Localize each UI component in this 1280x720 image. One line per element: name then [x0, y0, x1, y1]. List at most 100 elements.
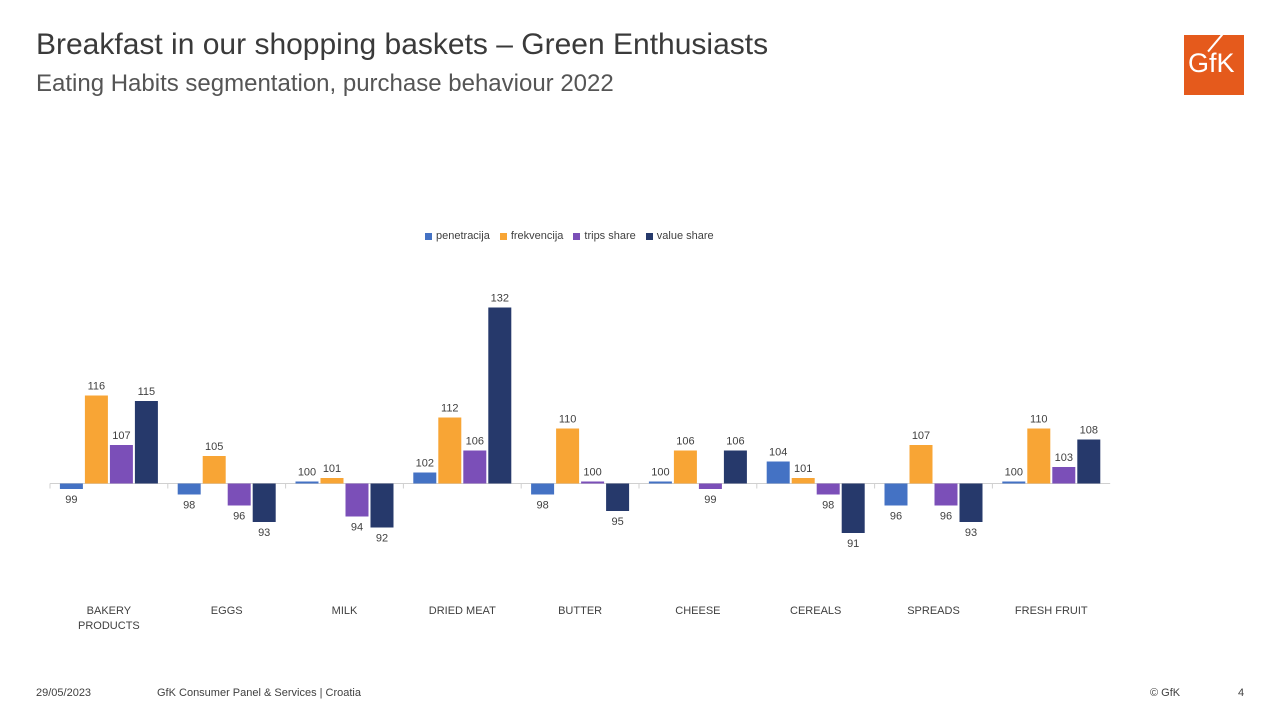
bar-value-share-5 — [723, 450, 747, 484]
category-label: MILK — [332, 605, 358, 617]
footer-date: 29/05/2023 — [36, 687, 92, 699]
category-label: BUTTER — [558, 605, 602, 617]
data-label: 102 — [416, 458, 434, 470]
data-label: 101 — [794, 463, 812, 475]
logo-text: GfK — [1188, 48, 1235, 78]
bar-frekvencija-0 — [84, 395, 108, 484]
bar-frekvencija-8 — [1027, 428, 1051, 484]
bar-value-share-2 — [370, 483, 394, 528]
bar-trips-share-4 — [581, 481, 605, 484]
legend-item-trips-share: trips share — [573, 230, 636, 242]
data-label: 98 — [536, 500, 548, 512]
data-label: 99 — [704, 494, 716, 506]
data-label: 92 — [376, 533, 388, 545]
category-label: PRODUCTS — [78, 620, 140, 632]
bar-frekvencija-1 — [202, 456, 226, 484]
bar-value-share-0 — [134, 401, 158, 484]
bar-frekvencija-5 — [673, 450, 697, 484]
data-label: 110 — [559, 414, 577, 426]
data-label: 93 — [965, 527, 977, 539]
bar-frekvencija-6 — [791, 478, 815, 484]
category-label: DRIED MEAT — [429, 605, 496, 617]
data-label: 106 — [466, 436, 484, 448]
bar-frekvencija-7 — [909, 445, 933, 484]
bar-trips-share-5 — [698, 483, 722, 489]
data-label: 110 — [1030, 414, 1048, 426]
data-label: 101 — [323, 463, 341, 475]
bar-frekvencija-2 — [320, 478, 344, 484]
category-label: CEREALS — [790, 605, 841, 617]
data-label: 107 — [912, 430, 930, 442]
bar-penetracija-8 — [1002, 481, 1026, 484]
category-label: CHEESE — [675, 605, 720, 617]
legend-label-frekvencija: frekvencija — [510, 230, 564, 242]
bar-trips-share-6 — [816, 483, 840, 495]
category-label: FRESH FRUIT — [1015, 605, 1088, 617]
footer-source: GfK Consumer Panel & Services | Croatia — [157, 687, 361, 699]
data-label: 91 — [847, 538, 859, 550]
page-subtitle: Eating Habits segmentation, purchase beh… — [36, 70, 614, 97]
bar-trips-share-7 — [934, 483, 958, 506]
data-label: 107 — [112, 430, 130, 442]
data-label: 100 — [1005, 467, 1023, 479]
data-label: 108 — [1080, 425, 1098, 437]
data-label: 93 — [258, 527, 270, 539]
bar-penetracija-2 — [295, 481, 319, 484]
data-label: 96 — [890, 511, 902, 523]
legend-label-trips-share: trips share — [584, 230, 636, 242]
bar-penetracija-4 — [531, 483, 555, 495]
category-label: SPREADS — [907, 605, 960, 617]
category-label: BAKERY — [87, 605, 132, 617]
bar-penetracija-7 — [884, 483, 908, 506]
bar-penetracija-3 — [413, 472, 437, 484]
data-label: 100 — [583, 467, 601, 479]
bar-frekvencija-4 — [556, 428, 580, 484]
bar-value-share-4 — [606, 483, 630, 511]
legend-swatch-trips-share — [573, 232, 581, 240]
page-title: Breakfast in our shopping baskets – Gree… — [36, 28, 769, 61]
data-label: 100 — [298, 467, 316, 479]
bar-trips-share-1 — [227, 483, 251, 506]
data-label: 106 — [726, 436, 744, 448]
data-label: 96 — [233, 511, 245, 523]
legend-swatch-value-share — [645, 232, 653, 240]
data-label: 99 — [65, 494, 77, 506]
bar-trips-share-3 — [463, 450, 487, 484]
data-label: 95 — [611, 516, 623, 528]
data-label: 94 — [351, 522, 363, 534]
data-label: 115 — [138, 386, 156, 398]
legend-swatch-penetracija — [425, 232, 432, 240]
bar-trips-share-0 — [109, 445, 133, 484]
chart-legend: penetracija frekvencija trips share valu… — [425, 229, 714, 243]
bar-frekvencija-3 — [438, 417, 462, 484]
data-label: 96 — [940, 511, 952, 523]
legend-item-penetracija: penetracija — [425, 230, 490, 242]
footer-page-number: 4 — [1238, 687, 1245, 699]
legend-label-penetracija: penetracija — [436, 230, 490, 242]
data-label: 132 — [491, 293, 509, 305]
data-label: 116 — [88, 381, 106, 393]
data-label: 112 — [441, 403, 459, 415]
data-label: 100 — [651, 467, 669, 479]
data-label: 105 — [205, 441, 223, 453]
bar-value-share-1 — [252, 483, 276, 522]
gfk-logo: GfK — [1184, 35, 1244, 95]
bar-value-share-8 — [1077, 439, 1101, 484]
category-label: EGGS — [211, 605, 243, 617]
bar-penetracija-0 — [59, 483, 83, 489]
bar-trips-share-2 — [345, 483, 369, 517]
footer-copyright: © GfK — [1150, 687, 1181, 699]
data-label: 98 — [822, 500, 834, 512]
bar-penetracija-6 — [766, 461, 790, 484]
bar-value-share-6 — [841, 483, 865, 533]
bar-penetracija-5 — [648, 481, 672, 484]
data-label: 106 — [676, 436, 694, 448]
data-label: 98 — [183, 500, 195, 512]
legend-swatch-frekvencija — [499, 232, 507, 240]
bar-value-share-3 — [488, 307, 512, 484]
bar-value-share-7 — [959, 483, 983, 522]
legend-item-frekvencija: frekvencija — [499, 230, 564, 242]
data-label: 104 — [769, 447, 787, 459]
bar-penetracija-1 — [177, 483, 201, 495]
